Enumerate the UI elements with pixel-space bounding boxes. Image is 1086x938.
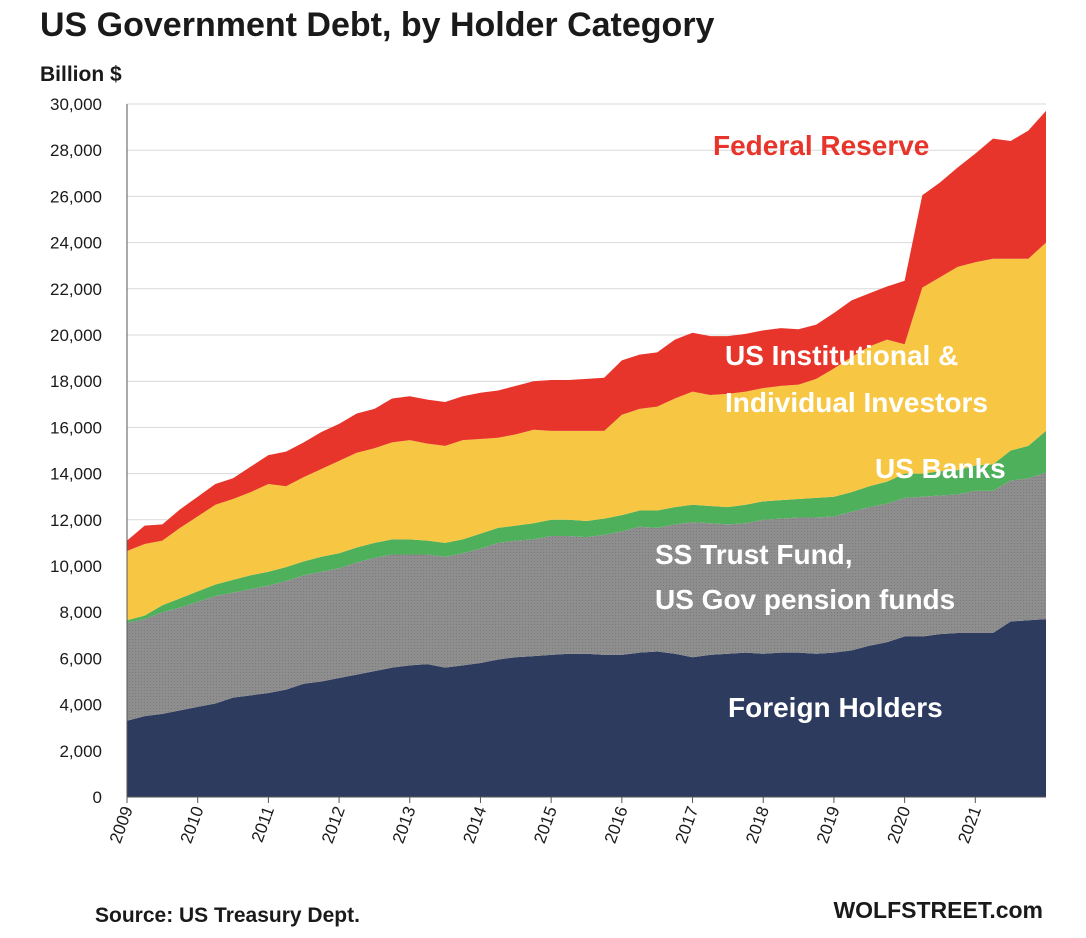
y-axis-unit: Billion $ <box>40 63 122 86</box>
x-tick-label: 2012 <box>318 804 349 846</box>
x-tick-label: 2019 <box>813 804 844 846</box>
brand-logo-text: WOLFSTREET.com <box>833 897 1043 923</box>
label-trust-line2: US Gov pension funds <box>655 584 955 615</box>
y-tick-label: 12,000 <box>50 511 102 530</box>
x-tick-label: 2018 <box>742 804 773 846</box>
area-ss-trust-fund-us-gov-pension-funds <box>127 472 1046 721</box>
y-tick-label: 0 <box>93 788 102 807</box>
area-foreign-holders <box>127 619 1046 797</box>
y-tick-label: 20,000 <box>50 326 102 345</box>
y-tick-label: 4,000 <box>59 696 102 715</box>
x-tick-label: 2013 <box>389 804 420 846</box>
x-tick-label: 2010 <box>177 804 208 846</box>
y-tick-label: 6,000 <box>59 649 102 668</box>
y-tick-label: 26,000 <box>50 187 102 206</box>
label-investors-line1: US Institutional & <box>725 340 958 371</box>
label-us-banks: US Banks <box>875 453 1006 484</box>
x-tick-label: 2015 <box>530 804 561 846</box>
y-tick-label: 2,000 <box>59 742 102 761</box>
x-tick-label: 2016 <box>601 804 632 846</box>
y-tick-label: 14,000 <box>50 465 102 484</box>
y-tick-label: 30,000 <box>50 95 102 114</box>
source-note: Source: US Treasury Dept. <box>95 904 360 927</box>
label-foreign-holders: Foreign Holders <box>728 692 943 723</box>
y-tick-label: 18,000 <box>50 372 102 391</box>
series-labels: Federal Reserve US Institutional & Indiv… <box>655 130 1006 723</box>
stacked-areas <box>127 110 1046 797</box>
y-tick-label: 22,000 <box>50 280 102 299</box>
label-federal-reserve: Federal Reserve <box>713 130 929 161</box>
area-us-institutional-individual-investors <box>127 242 1046 621</box>
label-trust-line1: SS Trust Fund, <box>655 539 853 570</box>
y-tick-label: 10,000 <box>50 557 102 576</box>
x-tick-labels: 2009 2010 2011 2012 2013 2014 2015 2016 2017 2018… <box>106 804 985 846</box>
label-investors-line2: Individual Investors <box>725 387 988 418</box>
x-tick-label: 2021 <box>954 804 985 846</box>
x-tick-label: 2017 <box>672 804 703 846</box>
y-tick-label: 8,000 <box>59 603 102 622</box>
x-tick-label: 2009 <box>106 804 137 846</box>
area-us-banks <box>127 430 1046 623</box>
y-tick-label: 24,000 <box>50 234 102 253</box>
area-federal-reserve <box>127 110 1046 551</box>
y-tick-label: 16,000 <box>50 418 102 437</box>
y-tick-label: 28,000 <box>50 141 102 160</box>
axes <box>126 104 1046 803</box>
y-tick-labels: 0 2,000 4,000 6,000 8,000 10,000 12,000 14,000 1… <box>50 95 102 807</box>
x-tick-label: 2014 <box>459 804 490 846</box>
chart-title: US Government Debt, by Holder Category <box>40 6 715 44</box>
x-tick-label: 2020 <box>884 804 915 846</box>
x-tick-label: 2011 <box>248 804 278 845</box>
